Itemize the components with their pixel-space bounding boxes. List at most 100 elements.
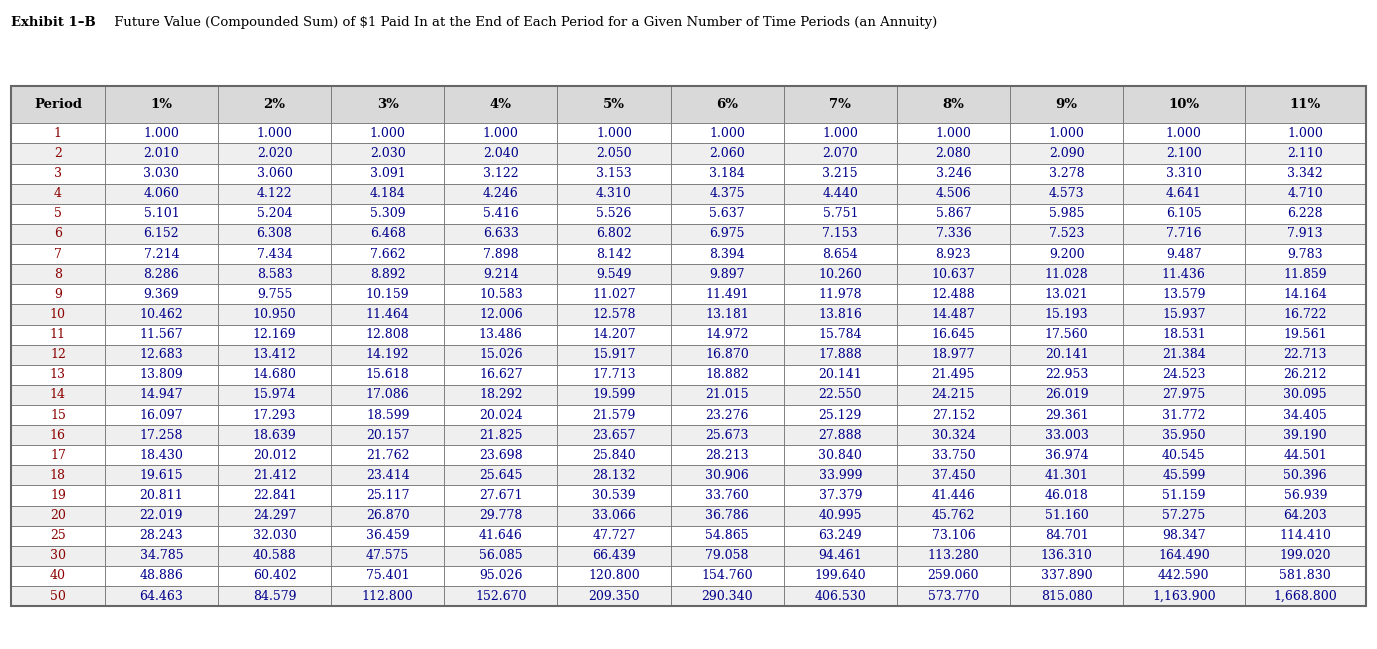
Bar [558,526,671,546]
Text: 36.786: 36.786 [705,509,749,522]
Text: 28.132: 28.132 [592,469,636,482]
Bar [330,546,445,566]
Text: 94.461: 94.461 [818,549,862,563]
Bar [105,123,218,143]
Text: 16.627: 16.627 [479,368,523,382]
Bar [1009,586,1124,606]
Bar [784,425,896,445]
Bar [445,566,558,586]
Bar [784,123,896,143]
Text: 11.978: 11.978 [818,288,862,301]
Bar [105,546,218,566]
Text: 30.539: 30.539 [592,489,636,502]
Text: 3.184: 3.184 [709,167,745,180]
Bar [445,546,558,566]
Bar [105,244,218,264]
Text: 26.212: 26.212 [1283,368,1327,382]
Bar [330,425,445,445]
Text: 26.870: 26.870 [366,509,409,522]
Text: 290.340: 290.340 [701,589,753,603]
Text: 20.141: 20.141 [1045,348,1088,361]
Text: 8.583: 8.583 [256,267,292,281]
Bar [218,485,330,506]
Text: 164.490: 164.490 [1158,549,1210,563]
Text: 25.129: 25.129 [818,408,862,422]
Bar [218,586,330,606]
Bar [445,264,558,284]
Text: 33.760: 33.760 [705,489,749,502]
Text: 18.639: 18.639 [253,428,296,442]
Text: 2.070: 2.070 [822,147,858,160]
Text: 23.698: 23.698 [479,448,523,462]
Bar [1009,184,1124,204]
Text: 28.243: 28.243 [139,529,183,543]
Text: 9.783: 9.783 [1287,247,1323,261]
Text: 9.549: 9.549 [596,267,632,281]
Bar [671,143,784,164]
Bar [1124,304,1245,324]
Text: 8: 8 [54,267,62,281]
Text: 442.590: 442.590 [1158,569,1209,583]
Text: 16.870: 16.870 [705,348,749,361]
Text: 33.066: 33.066 [592,509,636,522]
Text: 50.396: 50.396 [1283,469,1327,482]
Text: 66.439: 66.439 [592,549,636,563]
Bar [330,304,445,324]
Bar [1124,586,1245,606]
Text: 28.213: 28.213 [705,448,749,462]
Text: 15: 15 [50,408,66,422]
Bar [105,405,218,425]
Text: 1.000: 1.000 [935,127,971,140]
Text: 17.258: 17.258 [139,428,183,442]
Text: 1: 1 [54,127,62,140]
Bar [896,244,1009,264]
Bar [1245,184,1366,204]
Bar [558,86,671,123]
Text: 17.086: 17.086 [366,388,409,402]
Bar [1245,526,1366,546]
Bar [896,224,1009,244]
Text: 4.440: 4.440 [822,187,858,201]
Bar [1009,264,1124,284]
Text: 35.950: 35.950 [1162,428,1206,442]
Text: 30.095: 30.095 [1283,388,1327,402]
Text: 10.462: 10.462 [139,308,183,321]
Bar [1124,526,1245,546]
Bar [784,244,896,264]
Bar [11,224,105,244]
Bar [445,143,558,164]
Bar [1009,244,1124,264]
Bar [218,184,330,204]
Text: 12.808: 12.808 [366,328,409,341]
Text: 337.890: 337.890 [1041,569,1092,583]
Bar [1124,86,1245,123]
Bar [330,143,445,164]
Bar [330,465,445,485]
Bar [330,204,445,224]
Text: 4.246: 4.246 [483,187,519,201]
Bar [105,304,218,324]
Bar [445,324,558,345]
Bar [1124,164,1245,184]
Text: 7.716: 7.716 [1166,227,1202,241]
Bar [1009,365,1124,385]
Text: 9.214: 9.214 [483,267,519,281]
Text: 1.000: 1.000 [1166,127,1202,140]
Bar [1245,546,1366,566]
Bar [896,143,1009,164]
Bar [671,86,784,123]
Bar [218,385,330,405]
Bar [784,586,896,606]
Text: 46.018: 46.018 [1045,489,1088,502]
Text: 10%: 10% [1168,98,1199,111]
Bar [1009,123,1124,143]
Text: 406.530: 406.530 [814,589,866,603]
Bar [671,425,784,445]
Bar [671,224,784,244]
Bar [896,345,1009,365]
Text: 41.446: 41.446 [931,489,975,502]
Text: 8.394: 8.394 [709,247,745,261]
Text: 2.110: 2.110 [1287,147,1323,160]
Bar [1009,566,1124,586]
Bar [1245,506,1366,526]
